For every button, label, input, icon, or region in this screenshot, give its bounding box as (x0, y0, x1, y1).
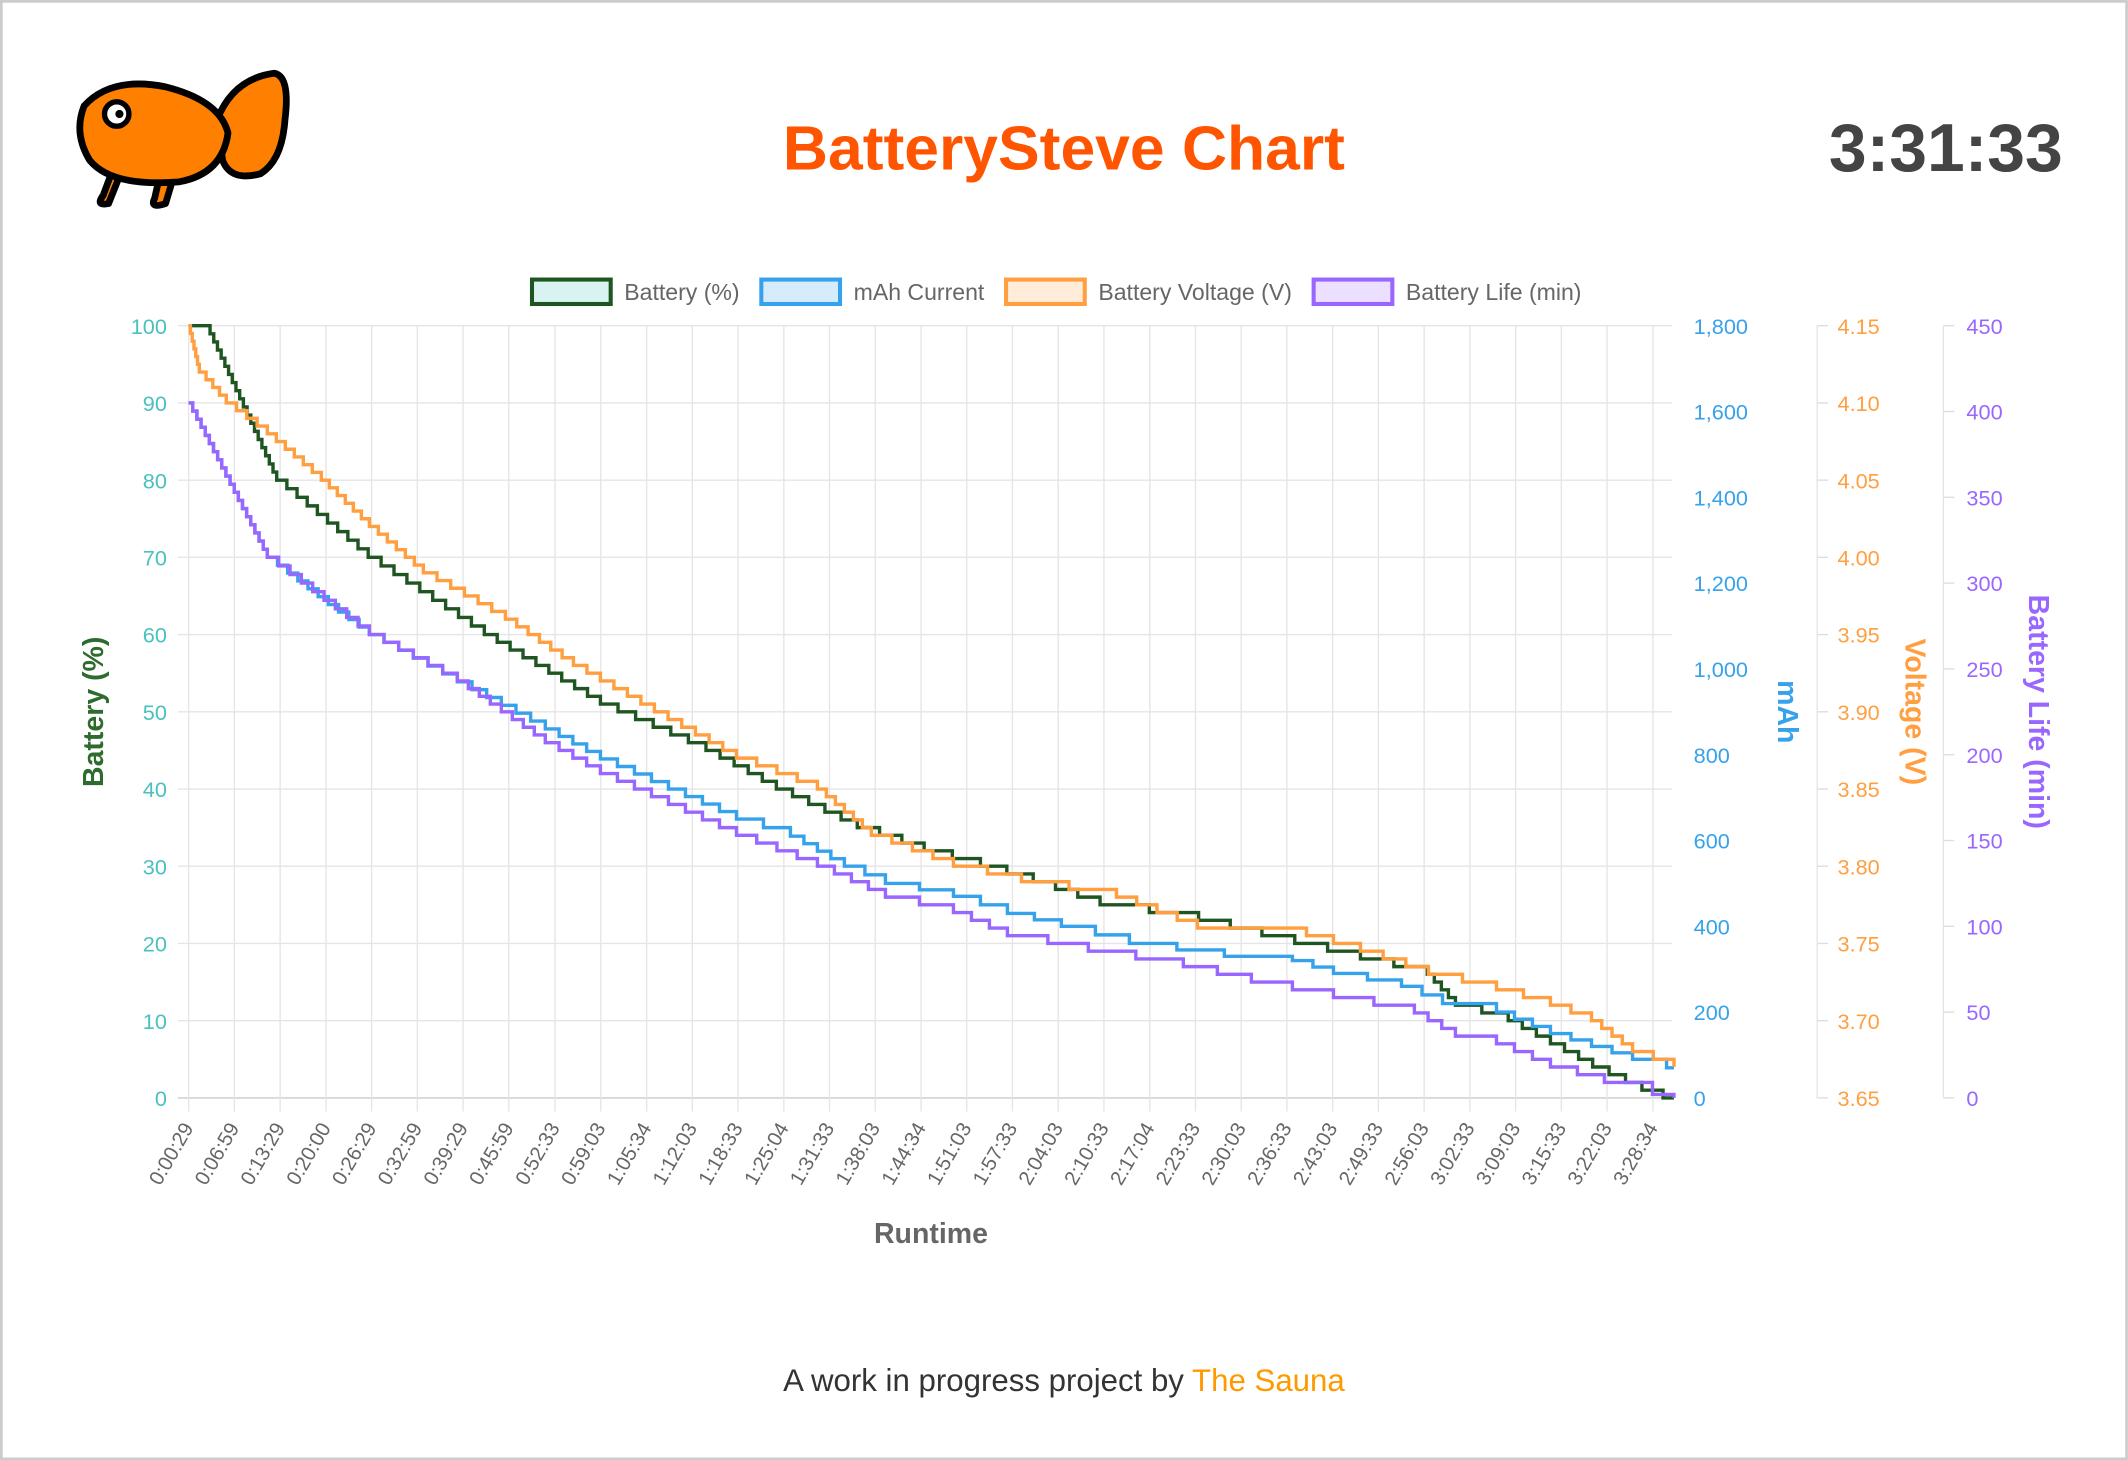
y-tick-battery: 80 (143, 468, 167, 493)
legend-label-mah: mAh Current (854, 279, 985, 305)
y-tick-life: 400 (1966, 400, 2002, 425)
series-line-mah (188, 401, 1674, 1070)
y-tick-battery: 50 (143, 700, 167, 725)
goldfish-logo (76, 69, 290, 209)
y-axis-label-mah: mAh (1771, 680, 1803, 743)
legend-label-life: Battery Life (min) (1406, 279, 1582, 305)
y-tick-life: 450 (1966, 314, 2002, 339)
y-tick-voltage: 3.75 (1838, 932, 1880, 957)
y-tick-battery: 70 (143, 546, 167, 571)
y-axis-label-life: Battery Life (min) (2022, 595, 2054, 829)
page-title: BatterySteve Chart (782, 112, 1345, 184)
legend-label-voltage: Battery Voltage (V) (1098, 279, 1292, 305)
footer-text: A work in progress project by (783, 1362, 1193, 1398)
series-line-life (188, 401, 1676, 1098)
y-tick-voltage: 3.80 (1838, 854, 1880, 879)
y-tick-battery: 100 (131, 314, 167, 339)
y-tick-voltage: 4.00 (1838, 546, 1880, 571)
y-tick-voltage: 4.15 (1838, 314, 1880, 339)
legend-swatch-battery (529, 277, 613, 307)
x-tick-label: 3:28:34 (1610, 1119, 1663, 1189)
y-axis-label-battery: Battery (%) (78, 637, 110, 787)
runtime-clock: 3:31:33 (1828, 109, 2063, 186)
y-tick-life: 250 (1966, 657, 2002, 682)
y-tick-life: 100 (1966, 914, 2002, 939)
y-tick-life: 200 (1966, 743, 2002, 768)
y-tick-voltage: 3.70 (1838, 1009, 1880, 1034)
y-tick-mah: 1,600 (1694, 400, 1748, 425)
y-tick-mah: 1,800 (1694, 314, 1748, 339)
y-tick-battery: 60 (143, 623, 167, 648)
the-sauna-link[interactable]: The Sauna (1192, 1362, 1345, 1398)
y-tick-mah: 1,200 (1694, 571, 1748, 596)
y-tick-mah: 1,400 (1694, 485, 1748, 510)
y-axis-label-voltage: Voltage (V) (1898, 638, 1930, 785)
x-axis-label: Runtime (874, 1218, 988, 1250)
y-tick-mah: 200 (1694, 1000, 1730, 1025)
y-tick-life: 300 (1966, 571, 2002, 596)
battery-chart: 0:00:290:06:590:13:290:20:000:26:290:32:… (78, 277, 2054, 1250)
y-tick-battery: 10 (143, 1009, 167, 1034)
y-tick-battery: 20 (143, 932, 167, 957)
legend-swatch-mah (759, 277, 843, 307)
y-tick-voltage: 3.95 (1838, 623, 1880, 648)
legend-label-battery: Battery (%) (624, 279, 739, 305)
series-line-voltage (188, 324, 1676, 1068)
legend-swatch-life (1311, 277, 1395, 307)
y-tick-life: 350 (1966, 485, 2002, 510)
y-tick-battery: 40 (143, 777, 167, 802)
y-tick-mah: 0 (1694, 1086, 1706, 1111)
y-tick-battery: 30 (143, 854, 167, 879)
y-tick-life: 0 (1966, 1086, 1978, 1111)
footer: A work in progress project by The Sauna (3, 1363, 2126, 1400)
y-tick-voltage: 3.90 (1838, 700, 1880, 725)
y-tick-life: 150 (1966, 829, 2002, 854)
y-tick-life: 50 (1966, 1000, 1990, 1025)
y-tick-voltage: 3.65 (1838, 1086, 1880, 1111)
legend-swatch-voltage (1004, 277, 1087, 307)
y-tick-battery: 0 (155, 1086, 167, 1111)
y-tick-mah: 800 (1694, 743, 1730, 768)
y-tick-mah: 1,000 (1694, 657, 1748, 682)
y-tick-voltage: 4.10 (1838, 391, 1880, 416)
y-tick-mah: 600 (1694, 829, 1730, 854)
y-tick-voltage: 4.05 (1838, 468, 1880, 493)
y-tick-battery: 90 (143, 391, 167, 416)
y-tick-voltage: 3.85 (1838, 777, 1880, 802)
y-tick-mah: 400 (1694, 914, 1730, 939)
